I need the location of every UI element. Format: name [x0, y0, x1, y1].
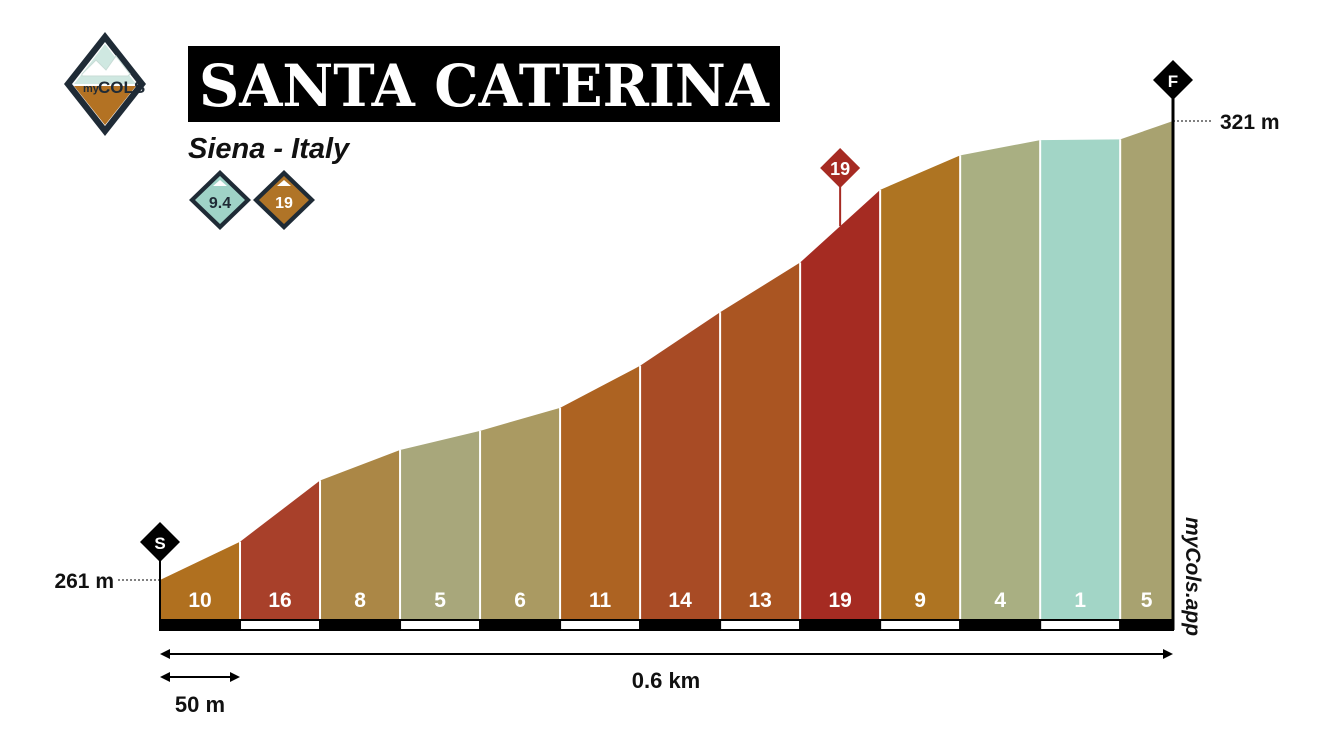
- total-distance-label: 0.6 km: [632, 668, 701, 693]
- profile-segment-5: [480, 407, 561, 620]
- segment-length-label: 50 m: [175, 692, 225, 717]
- location-subtitle: Siena - Italy: [188, 133, 351, 165]
- gradient-label-6: 11: [589, 589, 612, 612]
- finish-diamond-icon: [1153, 60, 1193, 100]
- gradient-label-1: 10: [188, 589, 211, 612]
- gradient-label-7: 14: [668, 589, 692, 612]
- profile-segment-13: [1120, 121, 1173, 620]
- distance-tick-6: [559, 619, 642, 631]
- profile-segment-8: [720, 262, 801, 620]
- gradient-label-2: 16: [268, 589, 291, 612]
- badge-gradient-diamond-icon: [259, 176, 309, 224]
- profile-segment-1: [160, 541, 241, 620]
- gradient-label-3: 8: [354, 589, 366, 612]
- logo-ground-icon: [74, 86, 136, 125]
- gradient-labels: 10 16 8 5 6 11 14 13 19 9 4 1 5: [188, 589, 1152, 612]
- distance-baseline: [159, 619, 1174, 631]
- profile-segment-4: [400, 430, 481, 620]
- total-distance-arrow: [160, 649, 1173, 659]
- logo-text-big: COLS: [98, 78, 145, 97]
- badge-score-diamond-icon: [195, 176, 245, 224]
- badge-gradient-label: 19: [275, 195, 293, 212]
- badge-score-label: 9.4: [209, 195, 231, 212]
- distance-tick-1: [159, 619, 242, 631]
- max-gradient-marker: 19: [820, 148, 861, 227]
- page-title: SANTA CATERINA: [199, 52, 770, 120]
- gradient-label-12: 1: [1074, 589, 1086, 612]
- start-diamond-icon: [140, 522, 180, 562]
- gradient-label-10: 9: [914, 589, 926, 612]
- start-elevation-label: 261 m: [54, 570, 114, 593]
- finish-marker: F: [1153, 60, 1193, 100]
- start-marker-label: S: [154, 534, 165, 553]
- profile-segment-11: [960, 140, 1041, 620]
- gradient-label-11: 4: [994, 589, 1006, 612]
- profile-segment-9: [800, 189, 881, 620]
- distance-tick-11: [959, 619, 1042, 631]
- distance-tick-2: [239, 619, 322, 631]
- profile-segment-12: [1040, 139, 1121, 621]
- end-elevation-label: 321 m: [1220, 111, 1280, 134]
- title-box: [188, 46, 780, 122]
- gradient-label-9: 19: [828, 589, 851, 612]
- profile-areas: [160, 121, 1173, 621]
- gradient-label-4: 5: [434, 589, 446, 612]
- gradient-label-8: 13: [748, 589, 771, 612]
- distance-tick-3: [319, 619, 402, 631]
- gradient-label-5: 6: [514, 589, 526, 612]
- distance-tick-7: [639, 619, 722, 631]
- start-marker: S: [140, 522, 180, 562]
- badge-max-gradient: 19: [253, 170, 315, 230]
- logo-mountain-icon: [81, 55, 131, 77]
- profile-segment-3: [320, 449, 401, 620]
- gradient-label-13: 5: [1141, 589, 1153, 612]
- distance-tick-5: [479, 619, 562, 631]
- profile-segment-2: [240, 480, 321, 620]
- profile-segment-6: [560, 365, 641, 620]
- distance-tick-13: [1119, 619, 1174, 631]
- distance-tick-10: [879, 619, 962, 631]
- brand-label: myCols.app: [1181, 517, 1204, 636]
- distance-tick-4: [399, 619, 482, 631]
- badge-score: 9.4: [189, 170, 251, 230]
- finish-marker-label: F: [1168, 72, 1178, 91]
- max-gradient-label: 19: [830, 159, 850, 179]
- profile-segment-7: [640, 312, 721, 620]
- distance-tick-9: [799, 619, 882, 631]
- max-gradient-diamond-icon: [820, 148, 861, 188]
- profile-segment-10: [880, 155, 961, 621]
- mycols-logo: my COLS: [64, 32, 146, 136]
- distance-tick-8: [719, 619, 802, 631]
- distance-tick-12: [1039, 619, 1122, 631]
- segment-length-arrow: [160, 672, 240, 682]
- logo-text-small: my: [83, 83, 100, 95]
